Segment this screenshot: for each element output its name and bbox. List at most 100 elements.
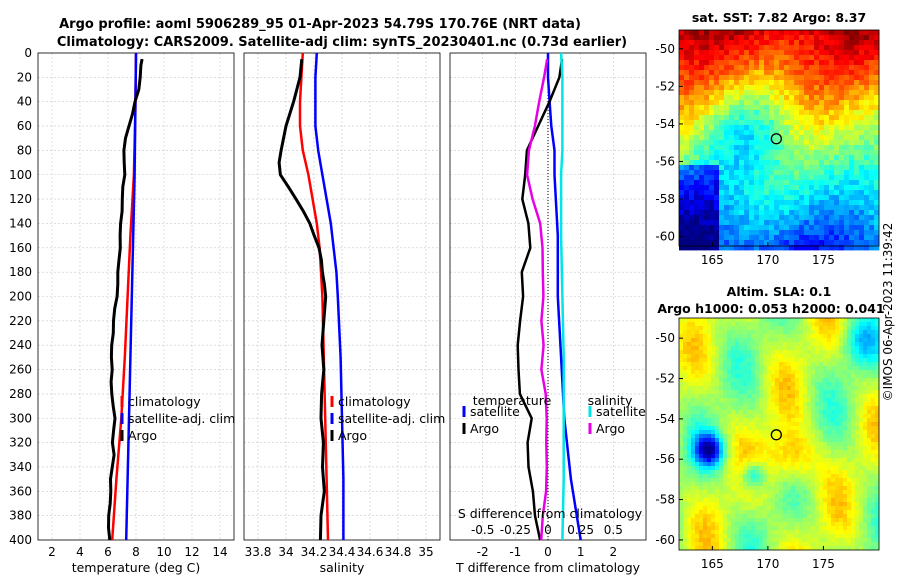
map_sla-cell bbox=[719, 466, 724, 471]
map_sla-cell bbox=[839, 430, 844, 435]
map_sla-cell bbox=[679, 494, 684, 499]
map_sla-cell bbox=[751, 450, 756, 455]
map_sla-cell bbox=[687, 482, 692, 487]
map_sla-cell bbox=[787, 538, 792, 543]
map_sla-cell bbox=[799, 462, 804, 467]
map_sla-cell bbox=[771, 410, 776, 415]
map_sla-cell bbox=[811, 418, 816, 423]
map_sla-cell bbox=[771, 350, 776, 355]
map_sla-cell bbox=[767, 414, 772, 419]
map_sst-cell bbox=[714, 220, 720, 226]
map_sla-cell bbox=[763, 326, 768, 331]
map_sla-cell bbox=[727, 434, 732, 439]
map_sst-cell bbox=[779, 40, 785, 46]
map_sst-cell bbox=[714, 50, 720, 56]
map_sla-cell bbox=[703, 522, 708, 527]
map_sla-cell bbox=[739, 366, 744, 371]
map_sla-cell bbox=[727, 506, 732, 511]
map_sst-cell bbox=[839, 130, 845, 136]
map_sst-cell bbox=[749, 125, 755, 131]
map_sla-cell bbox=[747, 502, 752, 507]
map_sst-cell bbox=[849, 140, 855, 146]
map_sla-cell bbox=[755, 486, 760, 491]
map_sla-cell bbox=[743, 358, 748, 363]
map_sst-cell bbox=[679, 185, 685, 191]
map_sst-cell bbox=[839, 110, 845, 116]
map_sst-cell bbox=[759, 75, 765, 81]
map_sla-cell bbox=[747, 338, 752, 343]
map_sst-cell bbox=[724, 150, 730, 156]
map_sla-cell bbox=[795, 398, 800, 403]
map_sla-cell bbox=[711, 422, 716, 427]
map_sla-cell bbox=[787, 382, 792, 387]
map_sst-cell bbox=[699, 245, 705, 251]
map_sst-cell bbox=[749, 30, 755, 36]
map_sst-cell bbox=[799, 65, 805, 71]
map_sst-cell bbox=[704, 205, 710, 211]
map_sst-cell bbox=[684, 210, 690, 216]
map_sst-cell bbox=[744, 195, 750, 201]
map_sst-cell bbox=[734, 60, 740, 66]
map_sla-cell bbox=[679, 450, 684, 455]
map_sla-cell bbox=[815, 494, 820, 499]
map_sst-cell bbox=[759, 150, 765, 156]
map_sla-cell bbox=[715, 450, 720, 455]
map_sst-cell bbox=[809, 55, 815, 61]
map_sla-cell bbox=[791, 454, 796, 459]
map_sla-cell bbox=[747, 418, 752, 423]
map_sst-cell bbox=[714, 30, 720, 36]
map_sst-cell bbox=[844, 195, 850, 201]
map_sst-cell bbox=[874, 210, 880, 216]
map_sla-cell bbox=[791, 462, 796, 467]
map_sst-cell bbox=[844, 245, 850, 251]
map_sla-cell bbox=[839, 382, 844, 387]
map_sla-cell bbox=[711, 482, 716, 487]
map_sst-cell bbox=[769, 170, 775, 176]
map_sla-cell bbox=[715, 426, 720, 431]
map_sla-cell bbox=[699, 454, 704, 459]
map_sst-cell bbox=[804, 85, 810, 91]
map_sla-cell bbox=[691, 438, 696, 443]
map_sst-cell bbox=[859, 85, 865, 91]
map_sst-cell bbox=[799, 55, 805, 61]
map_sla-cell bbox=[823, 366, 828, 371]
map_sst-cell bbox=[724, 130, 730, 136]
map_sst-cell bbox=[779, 175, 785, 181]
map_sst-cell bbox=[774, 60, 780, 66]
map_sst-cell bbox=[694, 30, 700, 36]
map_sla-cell bbox=[767, 386, 772, 391]
map_sla-cell bbox=[863, 382, 868, 387]
map_sla-cell bbox=[803, 470, 808, 475]
map_sla-cell bbox=[871, 530, 876, 535]
map_sla-cell bbox=[815, 442, 820, 447]
map_sst-cell bbox=[704, 95, 710, 101]
map_sla-cell bbox=[835, 542, 840, 547]
map_sla-cell bbox=[851, 370, 856, 375]
map_sla-cell bbox=[779, 402, 784, 407]
map_sst-cell bbox=[719, 100, 725, 106]
map_sla-cell bbox=[839, 350, 844, 355]
map_sla-cell bbox=[855, 354, 860, 359]
map_sla-cell bbox=[843, 518, 848, 523]
map_sla-cell bbox=[791, 346, 796, 351]
map_sst-cell bbox=[719, 165, 725, 171]
map_sst-cell bbox=[829, 100, 835, 106]
map_sla-cell bbox=[755, 382, 760, 387]
map_sst-cell bbox=[864, 245, 870, 251]
map_sst-cell bbox=[844, 160, 850, 166]
map_sla-cell bbox=[759, 478, 764, 483]
temperature-legend-label: Argo bbox=[128, 428, 157, 443]
map_sla-cell bbox=[771, 398, 776, 403]
map_sla-cell bbox=[775, 546, 780, 551]
map_sla-cell bbox=[827, 526, 832, 531]
map_sla-cell bbox=[823, 450, 828, 455]
map_sla-cell bbox=[843, 502, 848, 507]
map_sst-cell bbox=[809, 180, 815, 186]
map_sst-cell bbox=[679, 205, 685, 211]
map_sst-cell bbox=[684, 130, 690, 136]
map_sla-cell bbox=[803, 502, 808, 507]
map_sla-cell bbox=[843, 394, 848, 399]
map_sst-cell bbox=[704, 80, 710, 86]
map_sla-cell bbox=[791, 502, 796, 507]
map_sst-cell bbox=[819, 225, 825, 231]
